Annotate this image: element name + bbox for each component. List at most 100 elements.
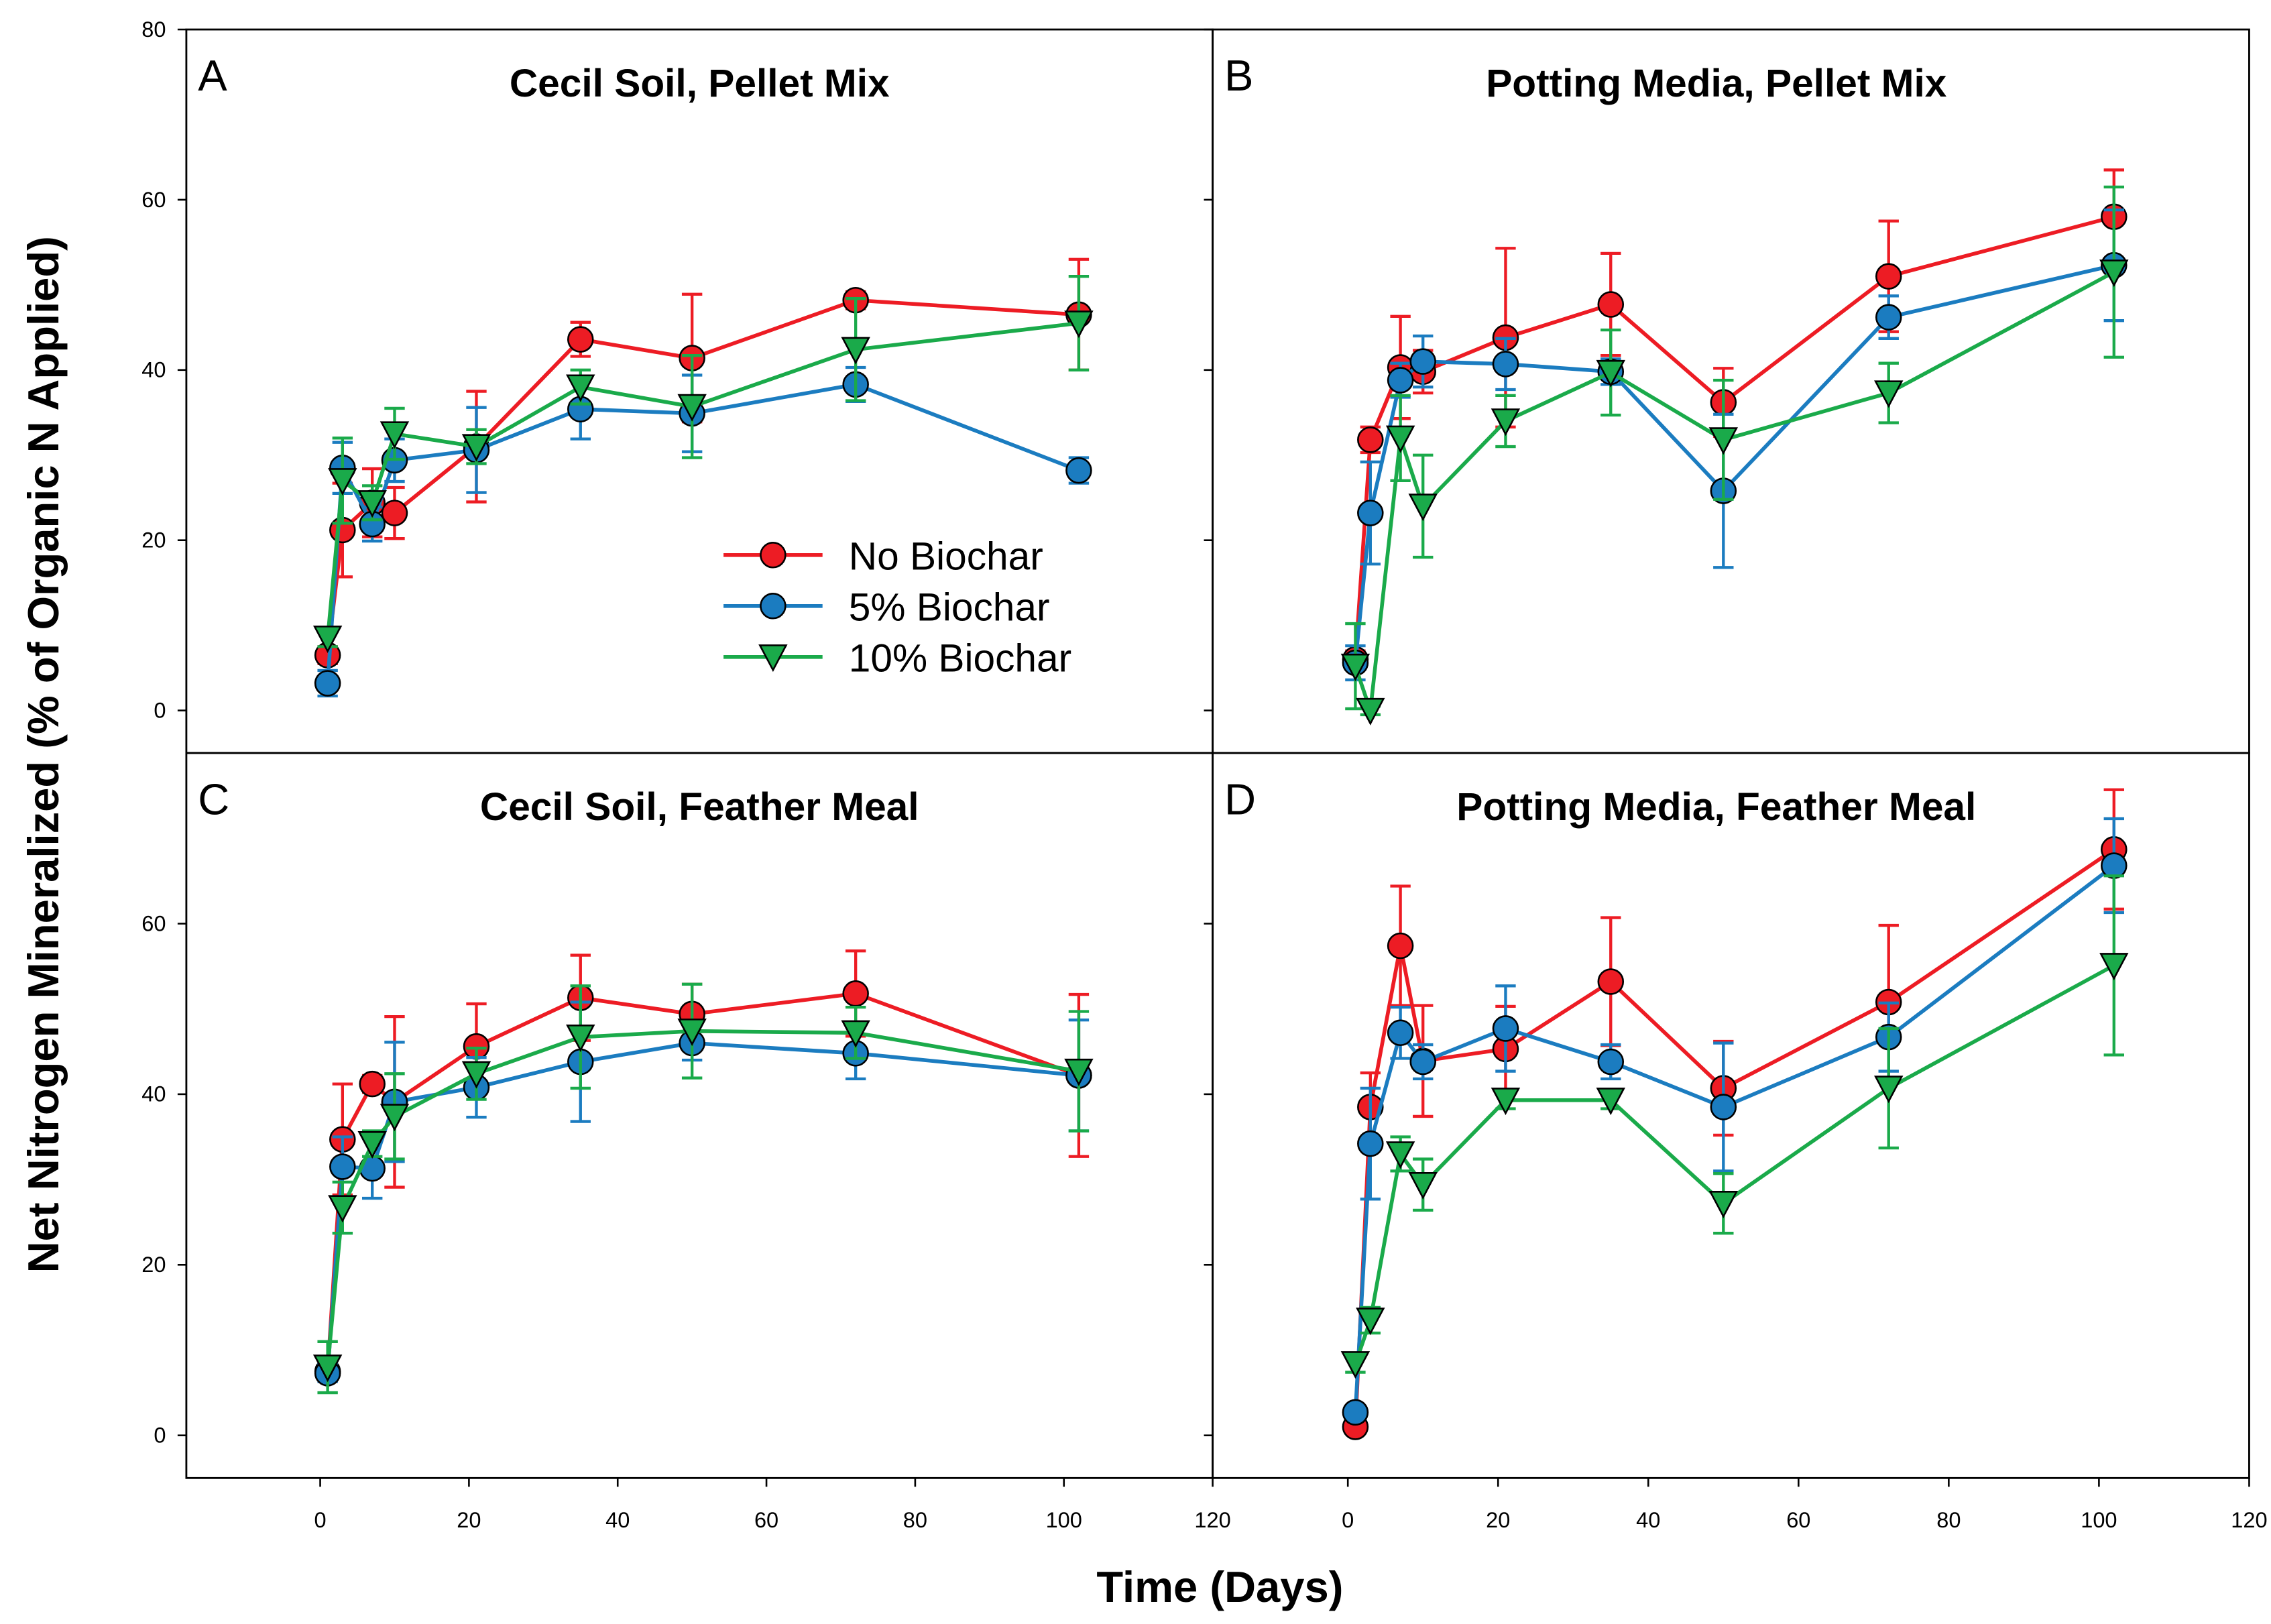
data-point <box>1492 1015 1519 1042</box>
data-point <box>1340 1351 1371 1379</box>
series-10-biochar <box>1340 185 2129 726</box>
data-point <box>841 337 870 365</box>
x-tick-label: 40 <box>605 1508 630 1532</box>
legend-marker <box>758 644 788 673</box>
legend-label: 10% Biochar <box>849 636 1071 680</box>
data-point <box>1357 1130 1384 1157</box>
data-point <box>359 1070 386 1098</box>
panel-title: Potting Media, Feather Meal <box>1456 785 1976 829</box>
y-tick-label: 20 <box>141 1253 166 1277</box>
data-point <box>1597 968 1625 995</box>
x-tick-label: 20 <box>1486 1508 1510 1532</box>
data-point <box>314 670 341 697</box>
panel-letter: B <box>1224 51 1253 100</box>
data-point <box>312 1354 343 1383</box>
panel-d: 0 20 40 60 80 100 120 D Potting Media, Feather M… <box>1204 752 2268 1532</box>
x-tick-label: 60 <box>1786 1508 1810 1532</box>
legend-marker <box>760 593 787 620</box>
y-tick-label: 20 <box>141 528 166 553</box>
data-point <box>1708 427 1739 455</box>
data-point <box>1874 380 1904 408</box>
data-point <box>2101 852 2128 879</box>
series-no-biochar <box>1342 788 2128 1440</box>
series-5-biochar <box>1342 208 2128 682</box>
data-point <box>1357 500 1384 526</box>
data-point <box>1064 310 1094 339</box>
data-point <box>1356 1308 1385 1336</box>
x-tick-label: 100 <box>2081 1508 2117 1532</box>
data-point <box>1340 653 1371 681</box>
series-5-biochar <box>314 1000 1092 1387</box>
legend-marker <box>760 542 787 569</box>
legend-label: 5% Biochar <box>849 585 1050 629</box>
data-point <box>2099 259 2129 288</box>
series-line <box>1353 263 2115 663</box>
data-point <box>1875 304 1902 331</box>
data-point <box>1710 1094 1737 1120</box>
x-tick-label: 100 <box>1046 1508 1082 1532</box>
data-point <box>1875 263 1902 290</box>
series-10-biochar <box>312 982 1094 1395</box>
data-point <box>1387 367 1414 394</box>
panel-frame <box>1212 28 2250 754</box>
data-point <box>677 1019 707 1047</box>
data-point <box>1387 1019 1414 1047</box>
legend: No Biochar 5% Biochar 10% Biochar <box>723 535 1071 680</box>
y-tick-label: 60 <box>141 911 166 935</box>
data-point <box>461 1061 491 1089</box>
data-point <box>381 500 408 526</box>
data-point <box>1597 291 1625 318</box>
data-point <box>1597 1048 1625 1076</box>
data-point <box>357 490 387 518</box>
x-tick-label: 40 <box>1636 1508 1660 1532</box>
x-tick-label: 60 <box>754 1508 778 1532</box>
data-point <box>1385 1141 1415 1169</box>
data-point <box>1357 426 1384 453</box>
y-tick-label: 40 <box>141 358 166 382</box>
x-tick-label: 0 <box>1342 1508 1354 1532</box>
data-point <box>841 1020 870 1048</box>
panel-frame <box>1212 752 2250 1479</box>
data-point <box>566 374 595 402</box>
x-tick-label: 120 <box>1194 1508 1230 1532</box>
data-point <box>1874 1076 1904 1104</box>
y-tick-label: 0 <box>154 698 166 722</box>
data-point <box>1356 697 1385 726</box>
y-tick-label: 60 <box>141 188 166 212</box>
series-no-biochar <box>314 949 1092 1385</box>
panel-title: Cecil Soil, Pellet Mix <box>510 62 890 105</box>
y-tick-label: 80 <box>141 17 166 42</box>
y-tick-label: 40 <box>141 1082 166 1106</box>
data-point <box>1491 408 1521 437</box>
data-point <box>1492 351 1519 378</box>
x-tick-label: 20 <box>457 1508 481 1532</box>
data-point <box>1596 1088 1625 1116</box>
data-point <box>842 980 869 1007</box>
series-line <box>325 1029 1080 1368</box>
series-no-biochar <box>1342 168 2128 673</box>
series-line <box>1353 964 2115 1365</box>
panel-letter: D <box>1224 774 1256 823</box>
data-point <box>1065 457 1092 484</box>
x-tick-label: 80 <box>1936 1508 1961 1532</box>
panel-letter: A <box>198 51 227 100</box>
data-point <box>357 1130 387 1159</box>
data-point <box>1385 425 1415 453</box>
data-point <box>567 326 594 353</box>
data-point <box>380 1104 410 1132</box>
data-point <box>1064 1058 1094 1086</box>
panel-letter: C <box>198 774 229 823</box>
data-point <box>1491 1088 1521 1116</box>
y-tick-label: 0 <box>154 1424 166 1448</box>
y-axis-label: Net Nitrogen Mineralized (% of Organic N… <box>19 236 68 1273</box>
panel-title: Potting Media, Pellet Mix <box>1486 62 1947 105</box>
series-5-biochar <box>1342 817 2128 1426</box>
panel-c: 0 20 40 60 0 20 40 60 80 100 120 C Cecil Soil, Feath… <box>141 752 1231 1532</box>
data-point <box>1408 1172 1438 1200</box>
data-point <box>1387 932 1414 960</box>
data-point <box>566 1024 595 1052</box>
data-point <box>677 394 707 422</box>
data-point <box>1408 494 1438 522</box>
data-point <box>328 468 357 496</box>
x-tick-label: 0 <box>314 1508 327 1532</box>
